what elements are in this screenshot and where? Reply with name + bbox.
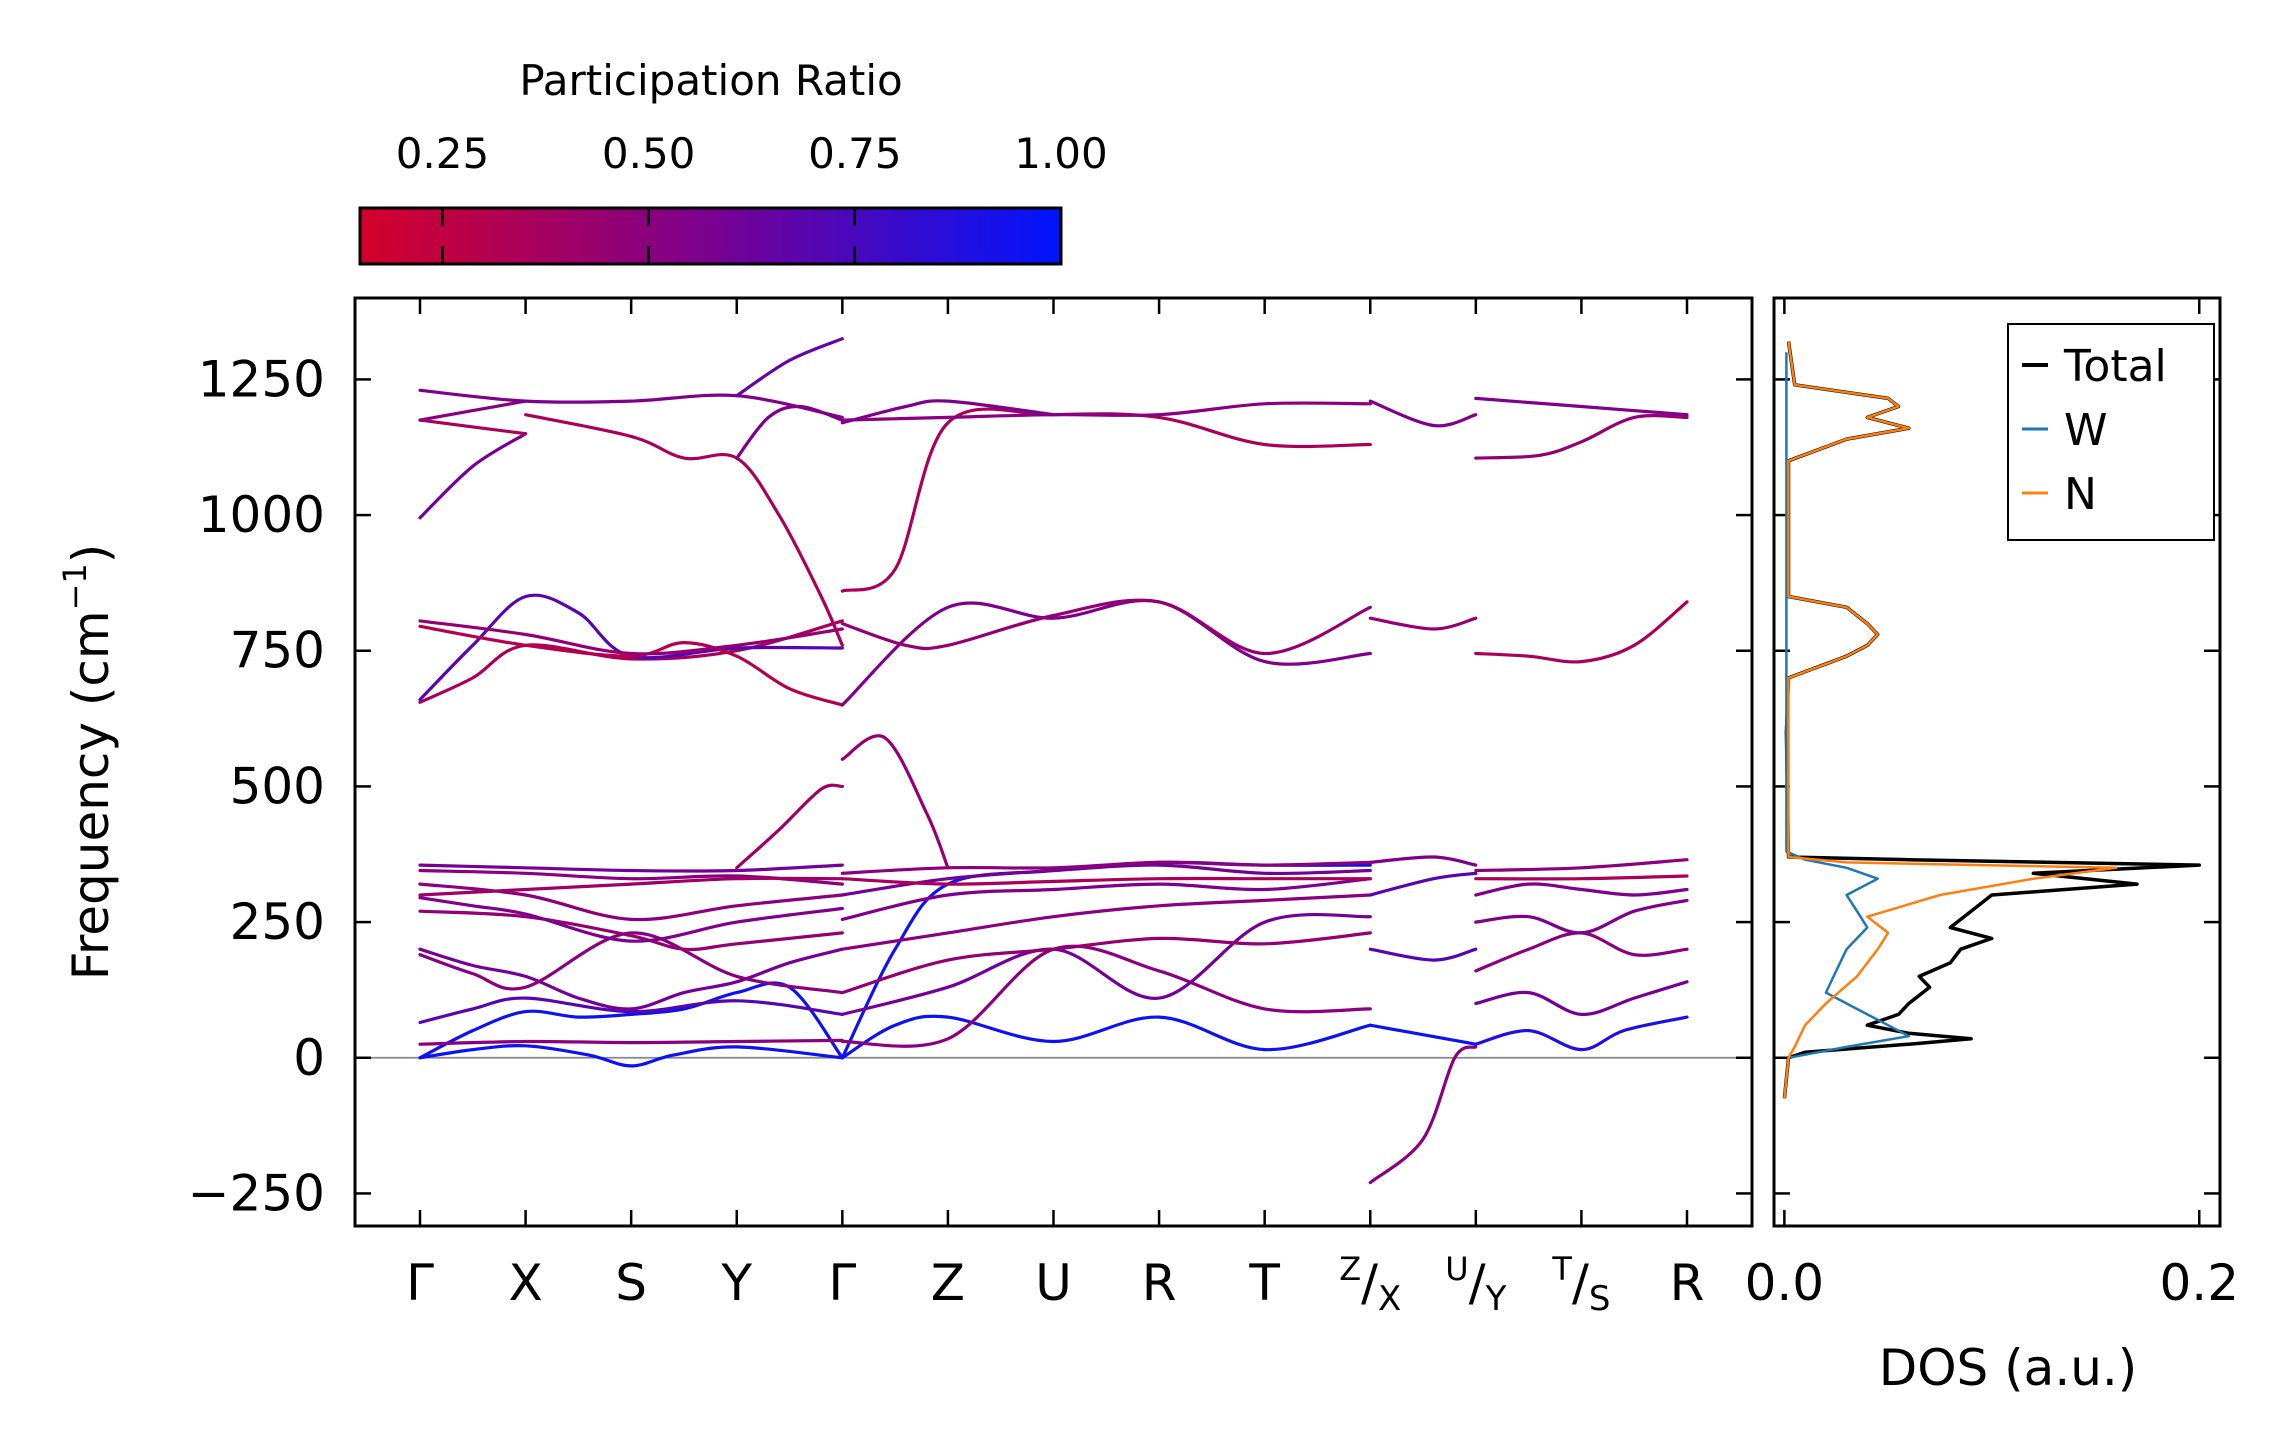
phonon-band <box>840 407 1372 593</box>
dos-panel: 0.0 0.2 DOS (a.u.) Total WN <box>1745 296 2239 1397</box>
phonon-band <box>418 863 844 873</box>
colorbar-tick-label: 0.75 <box>808 129 902 178</box>
colorbar-tick-label: 1.00 <box>1014 129 1108 178</box>
y-axis-label: Frequency (cm−1) <box>56 544 120 981</box>
kpoint-label: U <box>1035 1254 1072 1312</box>
legend-label: N <box>2064 469 2097 520</box>
colorbar-ticks: 0.25 0.50 0.75 1.00 <box>396 129 1108 264</box>
phonon-band <box>840 860 1372 875</box>
kpoint-label: Y <box>720 1254 752 1312</box>
phonon-band <box>840 734 950 870</box>
kpoint-label: Z/X <box>1339 1250 1401 1319</box>
phonon-band <box>840 931 1372 995</box>
phonon-band <box>840 598 1372 656</box>
phonon-band <box>735 337 844 398</box>
phonon-band <box>840 893 1372 951</box>
dos-axis: 0.0 0.2 <box>1745 298 2239 1312</box>
kpoint-label: X <box>508 1254 542 1312</box>
y-tick-label: 1000 <box>198 486 325 544</box>
kpoint-label: T <box>1248 1254 1280 1312</box>
legend-frame <box>2007 323 2215 541</box>
kpoint-label: Γ <box>406 1254 434 1312</box>
phonon-band <box>1368 1045 1478 1185</box>
phonon-bands <box>418 337 1689 1185</box>
phonon-band <box>418 947 844 1011</box>
phonon-band <box>1474 931 1689 973</box>
phonon-band <box>1368 1023 1478 1046</box>
phonon-band <box>840 401 1372 422</box>
y-tick-label: 0 <box>293 1029 325 1087</box>
phonon-band <box>418 896 844 943</box>
kpoint-label: Z <box>931 1254 965 1312</box>
phonon-band <box>418 1044 844 1068</box>
phonon-band <box>418 418 528 436</box>
phonon-band <box>418 432 528 520</box>
phonon-band <box>418 619 844 656</box>
phonon-band <box>1368 871 1478 897</box>
phonon-band <box>1474 396 1689 417</box>
band-structure-frame <box>353 296 1754 1228</box>
dos-curves <box>1782 341 2202 1099</box>
legend-items: Total WN <box>2022 341 2167 520</box>
kpoint-label: R <box>1670 1254 1705 1312</box>
colorbar-gradient <box>358 206 1063 266</box>
frequency-axis: −250 0 250 500 750 1000 1250 <box>188 350 2220 1222</box>
colorbar: Participation Ratio 0.25 0.50 0.75 1.00 <box>358 56 1108 266</box>
phonon-band <box>1368 855 1478 867</box>
phonon-band <box>840 399 1056 425</box>
dos-legend: Total WN <box>2007 323 2215 541</box>
phonon-band <box>840 863 1372 897</box>
kpoint-label: T/S <box>1551 1250 1610 1319</box>
kpoint-axis: Γ X S Y Γ Z U R T Z/X U/Y T/S R <box>406 298 1704 1319</box>
dos-frame <box>1772 296 2222 1228</box>
phonon-band <box>1474 874 1689 881</box>
phonon-band <box>1474 858 1689 873</box>
phonon-band <box>1474 413 1689 460</box>
y-tick-label: 750 <box>230 622 325 680</box>
band-structure-panel: Γ X S Y Γ Z U R T Z/X U/Y T/S R −250 0 250 500 750 1000 12… <box>56 296 2220 1319</box>
dos-x-tick-label: 0.2 <box>2159 1254 2239 1312</box>
dos-series-n <box>1783 341 2118 1099</box>
phonon-band <box>1474 882 1689 897</box>
phonon-band <box>840 877 1372 921</box>
y-tick-label: 1250 <box>198 350 325 408</box>
phonon-band <box>418 399 528 422</box>
dos-x-label: DOS (a.u.) <box>1879 1339 2138 1397</box>
phonon-band <box>840 912 1372 1016</box>
phonon-band <box>840 944 1372 1048</box>
phonon-band <box>840 876 1372 886</box>
dos-x-tick-label: 0.0 <box>1745 1254 1825 1312</box>
kpoint-label: S <box>615 1254 647 1312</box>
phonon-band <box>418 624 844 707</box>
colorbar-tick-label: 0.50 <box>602 129 696 178</box>
phonon-band <box>418 996 844 1025</box>
y-tick-label: −250 <box>188 1164 325 1222</box>
phonon-band <box>418 981 844 1060</box>
phonon-band <box>1368 399 1478 428</box>
y-tick-label: 500 <box>230 757 325 815</box>
phonon-band <box>418 876 844 897</box>
colorbar-tick-label: 0.25 <box>396 129 490 178</box>
phonon-band <box>735 404 844 460</box>
phonon-band <box>1474 1015 1689 1052</box>
legend-label: Total <box>2063 341 2167 392</box>
kpoint-label: R <box>1142 1254 1177 1312</box>
phonon-band <box>1474 980 1689 1017</box>
phonon-band <box>840 1014 1372 1060</box>
phonon-band <box>418 1038 844 1046</box>
phonon-band <box>735 783 844 870</box>
kpoint-label: U/Y <box>1445 1250 1506 1319</box>
phonon-band <box>1474 600 1689 664</box>
phonon-band <box>1368 947 1478 962</box>
kpoint-label: Γ <box>828 1254 856 1312</box>
y-tick-label: 250 <box>230 893 325 951</box>
phonon-band <box>840 599 1372 707</box>
phonon-band <box>418 388 844 419</box>
colorbar-title: Participation Ratio <box>519 56 902 105</box>
phonon-band <box>1474 898 1689 935</box>
phonon-band <box>1368 616 1478 631</box>
phonon-band <box>418 593 844 702</box>
legend-label: W <box>2064 405 2108 456</box>
